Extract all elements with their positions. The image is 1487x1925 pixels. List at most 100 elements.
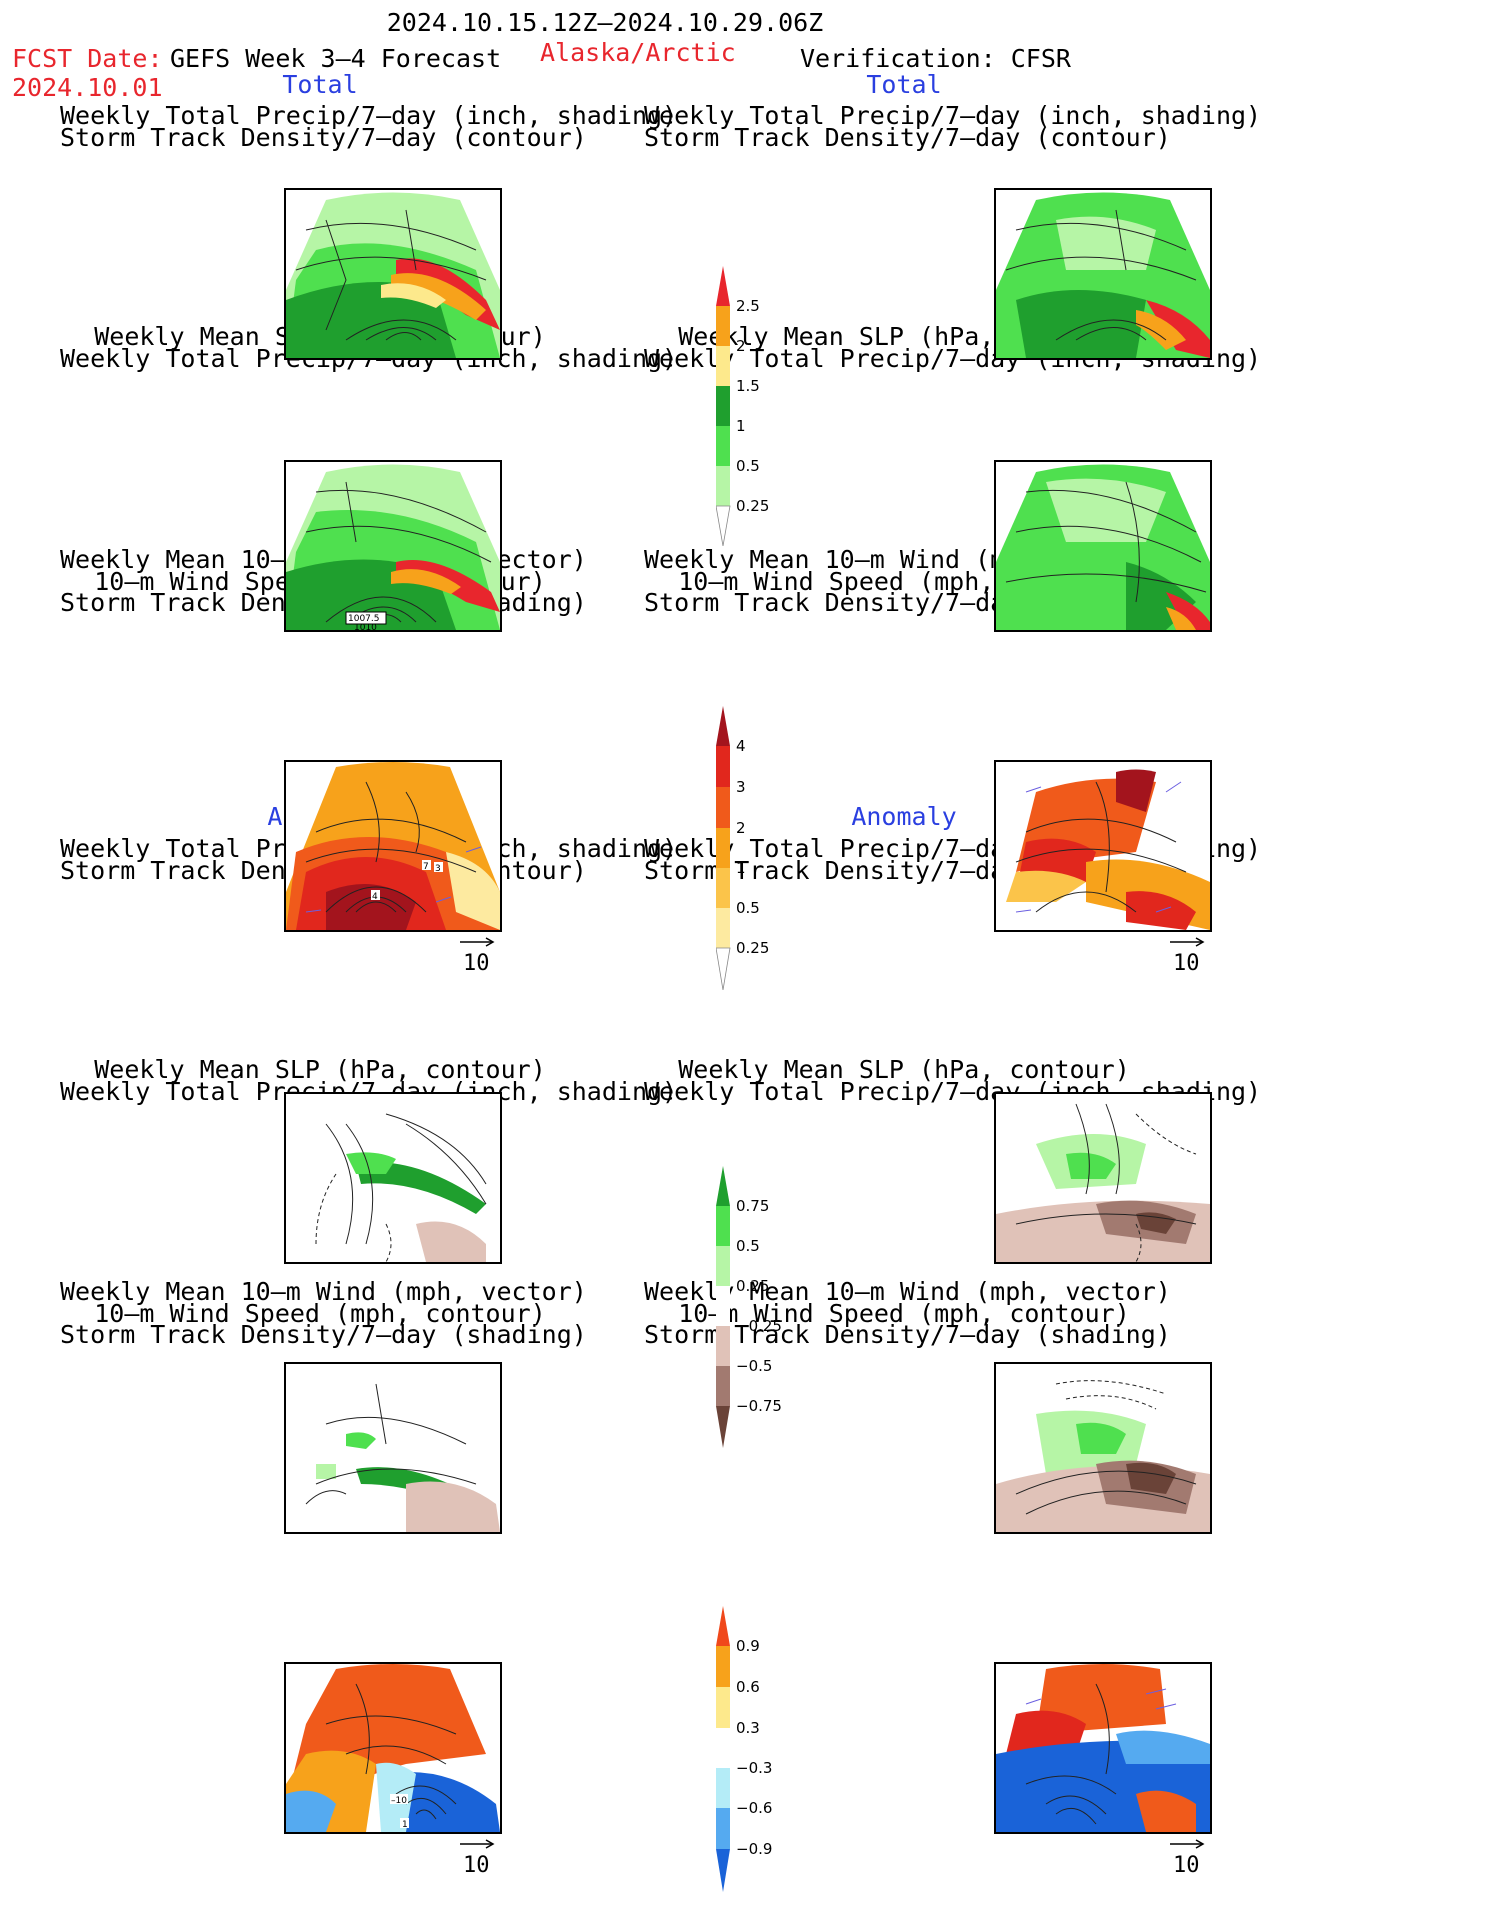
wind-label-3: 3: [435, 864, 441, 874]
cbar-label: 0.5: [736, 899, 760, 917]
cbar-seg: [716, 1166, 730, 1206]
title-r1-a: Weekly Total Precip/7–day (inch, shading…: [644, 101, 1262, 130]
title-l6-b: 10–m Wind Speed (mph, contour): [94, 1299, 546, 1328]
cbar-seg: [716, 706, 730, 746]
cbar-label: 1: [736, 417, 746, 435]
fcst-date-label: FCST Date:: [12, 44, 163, 73]
title-r6-c: Storm Track Density/7–day (shading): [644, 1320, 1171, 1349]
wind-label-4: 4: [372, 892, 378, 902]
colorbar-precip-total: 2.5 2 1.5 1 0.5 0.25: [716, 266, 776, 546]
cbar-label: 1.5: [736, 377, 760, 395]
title-r5-a: Weekly Mean SLP (hPa, contour): [678, 1055, 1130, 1084]
cbar-label: 2: [736, 819, 746, 837]
anom-label-10: –10: [391, 1796, 407, 1806]
map-panel-right-slp-total: [994, 460, 1212, 632]
cbar-seg: [716, 746, 730, 787]
map-panel-right-slp-anom: [994, 1362, 1212, 1534]
map-panel-left-wind-anom: –10 1: [284, 1662, 502, 1834]
cbar-label: 0.5: [736, 1237, 760, 1255]
title-r6-b: 10–m Wind Speed (mph, contour): [678, 1299, 1130, 1328]
map-panel-left-slp-anom: [284, 1362, 502, 1534]
map-panel-right-precip-total: [994, 188, 1212, 360]
cbar-seg: [716, 346, 730, 386]
cbar-label: 4: [736, 737, 746, 755]
cbar-seg: [716, 1808, 730, 1849]
cbar-label: −0.5: [736, 1357, 773, 1375]
cbar-seg: [716, 868, 730, 908]
cbar-seg: [716, 1286, 730, 1326]
cbar-label: −0.75: [736, 1397, 782, 1415]
map-panel-left-slp-total: 1007.5 1010: [284, 460, 502, 632]
cbar-seg: [716, 306, 730, 346]
cbar-label: −0.9: [736, 1840, 773, 1858]
cbar-seg: [716, 266, 730, 306]
vector-ref-right-anom: 10: [1168, 1837, 1228, 1878]
cbar-label: 0.25: [736, 497, 770, 515]
vector-ref-left-anom: 10: [458, 1837, 518, 1878]
cbar-label: −0.25: [736, 1317, 782, 1335]
cbar-seg: [716, 908, 730, 948]
map-panel-left-precip-anom: [284, 1092, 502, 1264]
vector-ref-label: 10: [463, 1853, 490, 1878]
cbar-seg: [716, 426, 730, 466]
cbar-seg: [716, 787, 730, 828]
cbar-label: 2: [736, 337, 746, 355]
cbar-seg: [716, 1246, 730, 1286]
map-panel-left-precip-total: [284, 188, 502, 360]
cbar-label: −0.6: [736, 1799, 773, 1817]
wind-label-7: 7: [423, 862, 429, 872]
cbar-label: 1: [736, 859, 746, 877]
title-l1-a: Weekly Total Precip/7–day (inch, shading…: [60, 101, 678, 130]
anom-label-1: 1: [402, 1820, 408, 1830]
fcst-date-value: 2024.10.01: [12, 73, 163, 102]
cbar-seg: [716, 1606, 730, 1646]
section-total-right: Total: [866, 70, 942, 99]
vector-ref-right-total: 10: [1168, 935, 1228, 976]
cbar-seg: [716, 1646, 730, 1687]
title-l1-b: Storm Track Density/7–day (contour): [60, 123, 587, 152]
cbar-seg: [716, 1366, 730, 1406]
cbar-label: −0.3: [736, 1759, 773, 1777]
cbar-label: 0.9: [736, 1637, 760, 1655]
cbar-seg: [716, 386, 730, 426]
cbar-label: 0.25: [736, 939, 770, 957]
cbar-seg: [716, 828, 730, 868]
cbar-label: 0.5: [736, 457, 760, 475]
title-r1-b: Storm Track Density/7–day (contour): [644, 123, 1171, 152]
cbar-seg: [716, 1326, 730, 1366]
section-anomaly-right: Anomaly: [851, 802, 957, 831]
verification-title: Verification: CFSR: [800, 44, 1071, 73]
cbar-label: 0.6: [736, 1678, 760, 1696]
section-total-left: Total: [282, 70, 358, 99]
map-panel-right-wind-total: [994, 760, 1212, 932]
map-panel-right-precip-anom: [994, 1092, 1212, 1264]
vector-ref-label: 10: [463, 951, 490, 976]
map-panel-right-wind-anom: [994, 1662, 1212, 1834]
cbar-seg: [716, 1687, 730, 1728]
vector-ref-label: 10: [1173, 1853, 1200, 1878]
cbar-seg: [716, 1768, 730, 1808]
title-l6-a: Weekly Mean 10–m Wind (mph, vector): [60, 1277, 587, 1306]
region-title: Alaska/Arctic: [540, 38, 736, 67]
cbar-seg: [716, 1849, 730, 1892]
cbar-seg: [716, 1406, 730, 1448]
cbar-label: 3: [736, 778, 746, 796]
title-l5-a: Weekly Mean SLP (hPa, contour): [94, 1055, 546, 1084]
cbar-label: 0.75: [736, 1197, 770, 1215]
cbar-seg: [716, 1728, 730, 1768]
period-title: 2024.10.15.12Z–2024.10.29.06Z: [386, 8, 824, 37]
title-r6-a: Weekly Mean 10–m Wind (mph, vector): [644, 1277, 1171, 1306]
cbar-seg: [716, 466, 730, 506]
title-l6-c: Storm Track Density/7–day (shading): [60, 1320, 587, 1349]
forecast-title: GEFS Week 3–4 Forecast: [170, 44, 502, 73]
vector-ref-label: 10: [1173, 951, 1200, 976]
colorbar-storm-total: 4 3 2 1 0.5 0.25: [716, 706, 776, 990]
vector-ref-left-total: 10: [458, 935, 518, 976]
cbar-seg: [716, 1206, 730, 1246]
map-panel-left-wind-total: 7 3 4: [284, 760, 502, 932]
cbar-label: 0.3: [736, 1719, 760, 1737]
slp-label-2: 1010: [354, 623, 377, 630]
colorbar-precip-anom: 0.75 0.5 0.25 −0.25 −0.5 −0.75: [716, 1166, 786, 1448]
colorbar-storm-anom: 0.9 0.6 0.3 −0.3 −0.6 −0.9: [716, 1606, 776, 1892]
slp-label-1: 1007.5: [348, 614, 380, 624]
